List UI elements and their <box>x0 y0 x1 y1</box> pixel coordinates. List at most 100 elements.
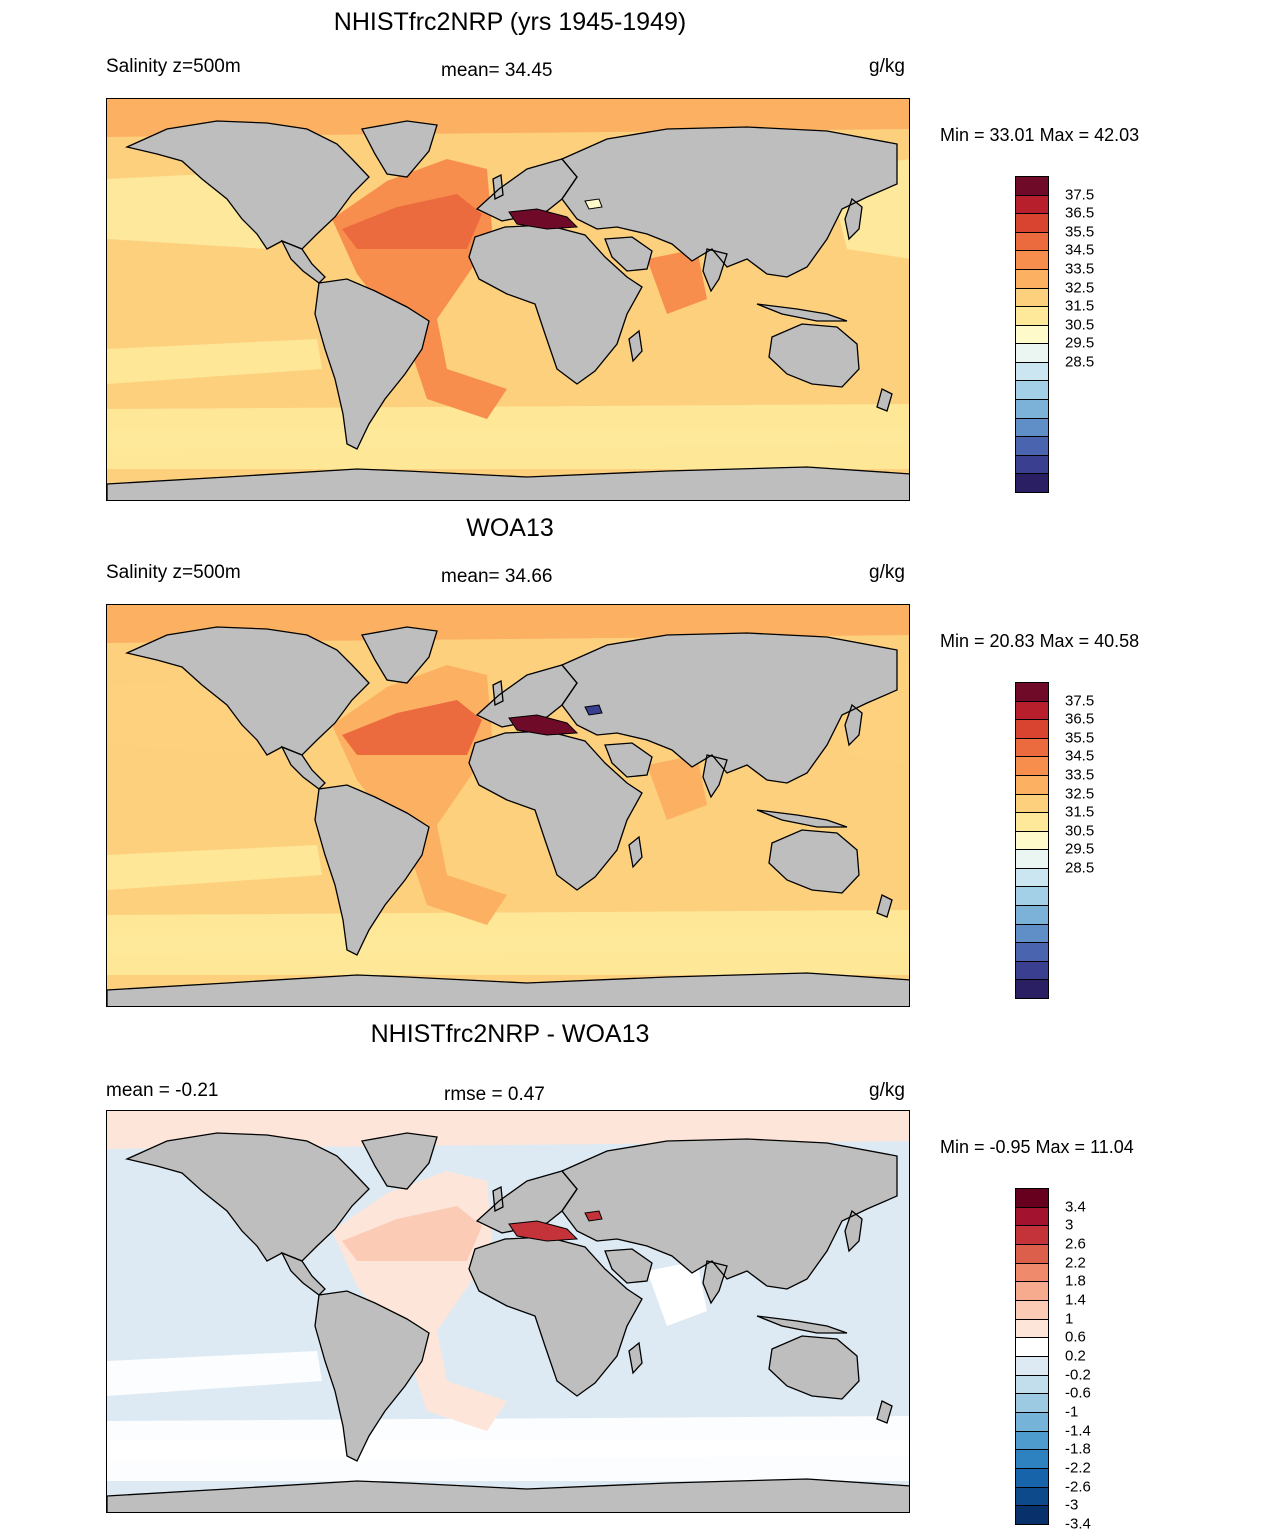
land-mass <box>605 237 652 271</box>
colorbar-swatch <box>1015 436 1049 456</box>
coastline <box>702 754 728 799</box>
coastline <box>361 120 438 178</box>
land-mass <box>469 731 642 890</box>
map-panel: NHISTfrc2NRP - WOA13 mean = -0.21 rmse =… <box>0 1012 1285 1533</box>
coastline <box>361 1132 438 1190</box>
colorbar-swatch <box>1015 793 1049 814</box>
coastline <box>628 329 643 363</box>
coastline <box>604 742 653 778</box>
coastline <box>468 730 643 891</box>
land-mass <box>757 304 847 321</box>
colorbar-tick-label: 29.5 <box>1065 334 1095 352</box>
land-mass <box>107 467 909 500</box>
colorbar-swatch <box>1015 682 1049 702</box>
colorbar-swatch <box>1015 1430 1049 1451</box>
coastline <box>124 120 370 250</box>
land-mass <box>605 743 652 777</box>
coastline <box>492 173 504 201</box>
coastline <box>768 323 860 388</box>
coastline <box>314 278 430 450</box>
colorbar-swatch <box>1015 1206 1049 1227</box>
map-panel: WOA13 Salinity z=500m mean= 34.66 g/kg M… <box>0 506 1285 1012</box>
land-mass <box>107 1479 909 1512</box>
land-mass <box>469 225 642 384</box>
land-mass <box>315 785 429 955</box>
colorbar-swatch <box>1015 268 1049 289</box>
colorbar-tick-label: 30.5 <box>1065 316 1095 334</box>
coastline <box>604 1248 653 1284</box>
coastline <box>280 239 326 284</box>
left-label: mean = -0.21 <box>106 1080 219 1101</box>
colorbar-tick-label: -0.6 <box>1065 1384 1091 1402</box>
colorbar-tick-label: 32.5 <box>1065 279 1095 297</box>
colorbar-swatch <box>1015 1262 1049 1283</box>
land-mass <box>757 1316 847 1333</box>
colorbar-swatch <box>1015 830 1049 851</box>
left-label: Salinity z=500m <box>106 562 241 583</box>
colorbar-swatch <box>1015 306 1049 326</box>
land-mass <box>562 1139 897 1289</box>
colorbar-swatch <box>1015 250 1049 270</box>
equatorial-pacific-band <box>107 845 322 890</box>
black-sea <box>584 1210 603 1222</box>
colorbar-tick-label: -3 <box>1065 1496 1079 1514</box>
colorbar-swatch <box>1015 737 1049 758</box>
coastline <box>468 1236 643 1397</box>
colorbar-swatch <box>1015 1486 1049 1507</box>
colorbar-tick-label: 28.5 <box>1065 353 1095 371</box>
coastline <box>876 1400 893 1424</box>
colorbar-swatch <box>1015 380 1049 401</box>
coastline <box>492 1185 504 1213</box>
colorbar-swatch <box>1015 194 1049 215</box>
colorbar-tick-label: 2.6 <box>1065 1235 1086 1253</box>
colorbar-swatch <box>1015 361 1049 382</box>
coastline <box>876 388 893 412</box>
coastline <box>844 703 863 747</box>
colorbar: 3.4 3 2.6 2.2 1.8 1.4 1 0.6 0.2 -0.2 -0.6 -1 -1.4 -1.… <box>1015 1188 1091 1533</box>
panel-title: NHISTfrc2NRP (yrs 1945-1949) <box>333 8 687 36</box>
min-max-label: Min = -0.95 Max = 11.04 <box>940 1137 1134 1157</box>
coastline <box>628 835 643 869</box>
coastline <box>280 1251 326 1296</box>
colorbar-tick-label: 34.5 <box>1065 241 1095 259</box>
land-mass <box>477 665 577 727</box>
left-label: Salinity z=500m <box>106 56 241 77</box>
coastline <box>756 303 848 322</box>
coastline <box>107 972 909 1006</box>
colorbar-tick-label: 31.5 <box>1065 297 1095 315</box>
salinity-map <box>106 1110 910 1513</box>
colorbar-swatch <box>1015 324 1049 345</box>
colorbar-swatch <box>1015 231 1049 252</box>
map-canvas <box>107 605 909 1006</box>
colorbar-tick-label: 32.5 <box>1065 785 1095 803</box>
colorbar-swatch <box>1015 960 1049 981</box>
coastline <box>876 894 893 918</box>
land-mass <box>769 830 859 893</box>
colorbar-swatch <box>1015 213 1049 233</box>
colorbar-swatch <box>1015 1356 1049 1376</box>
colorbar-tick-label: 29.5 <box>1065 840 1095 858</box>
land-mass <box>769 1336 859 1399</box>
colorbar-tick-label: 28.5 <box>1065 859 1095 877</box>
black-sea <box>584 198 603 210</box>
min-max-label: Min = 33.01 Max = 42.03 <box>940 125 1140 145</box>
colorbar-tick-label: 37.5 <box>1065 186 1095 204</box>
colorbar-swatch <box>1015 1300 1049 1320</box>
colorbar-swatch <box>1015 1188 1049 1208</box>
colorbar-swatch <box>1015 1412 1049 1432</box>
coastline <box>314 1290 430 1462</box>
panel-title: WOA13 <box>466 514 554 542</box>
land-mass <box>315 1291 429 1461</box>
colorbar-tick-label: -1.8 <box>1065 1440 1091 1458</box>
land-mass <box>282 747 325 789</box>
coastline <box>844 197 863 241</box>
coastline <box>280 745 326 790</box>
mediterranean-sea <box>508 714 579 736</box>
land-mass <box>315 279 429 449</box>
panel-title: NHISTfrc2NRP - WOA13 <box>370 1020 650 1048</box>
map-canvas <box>107 1111 909 1512</box>
colorbar-tick-label: 3 <box>1065 1216 1074 1234</box>
land-mass <box>605 1249 652 1283</box>
subtropical-atlantic-core <box>342 1206 482 1261</box>
colorbar-tick-label: 3.4 <box>1065 1198 1086 1216</box>
